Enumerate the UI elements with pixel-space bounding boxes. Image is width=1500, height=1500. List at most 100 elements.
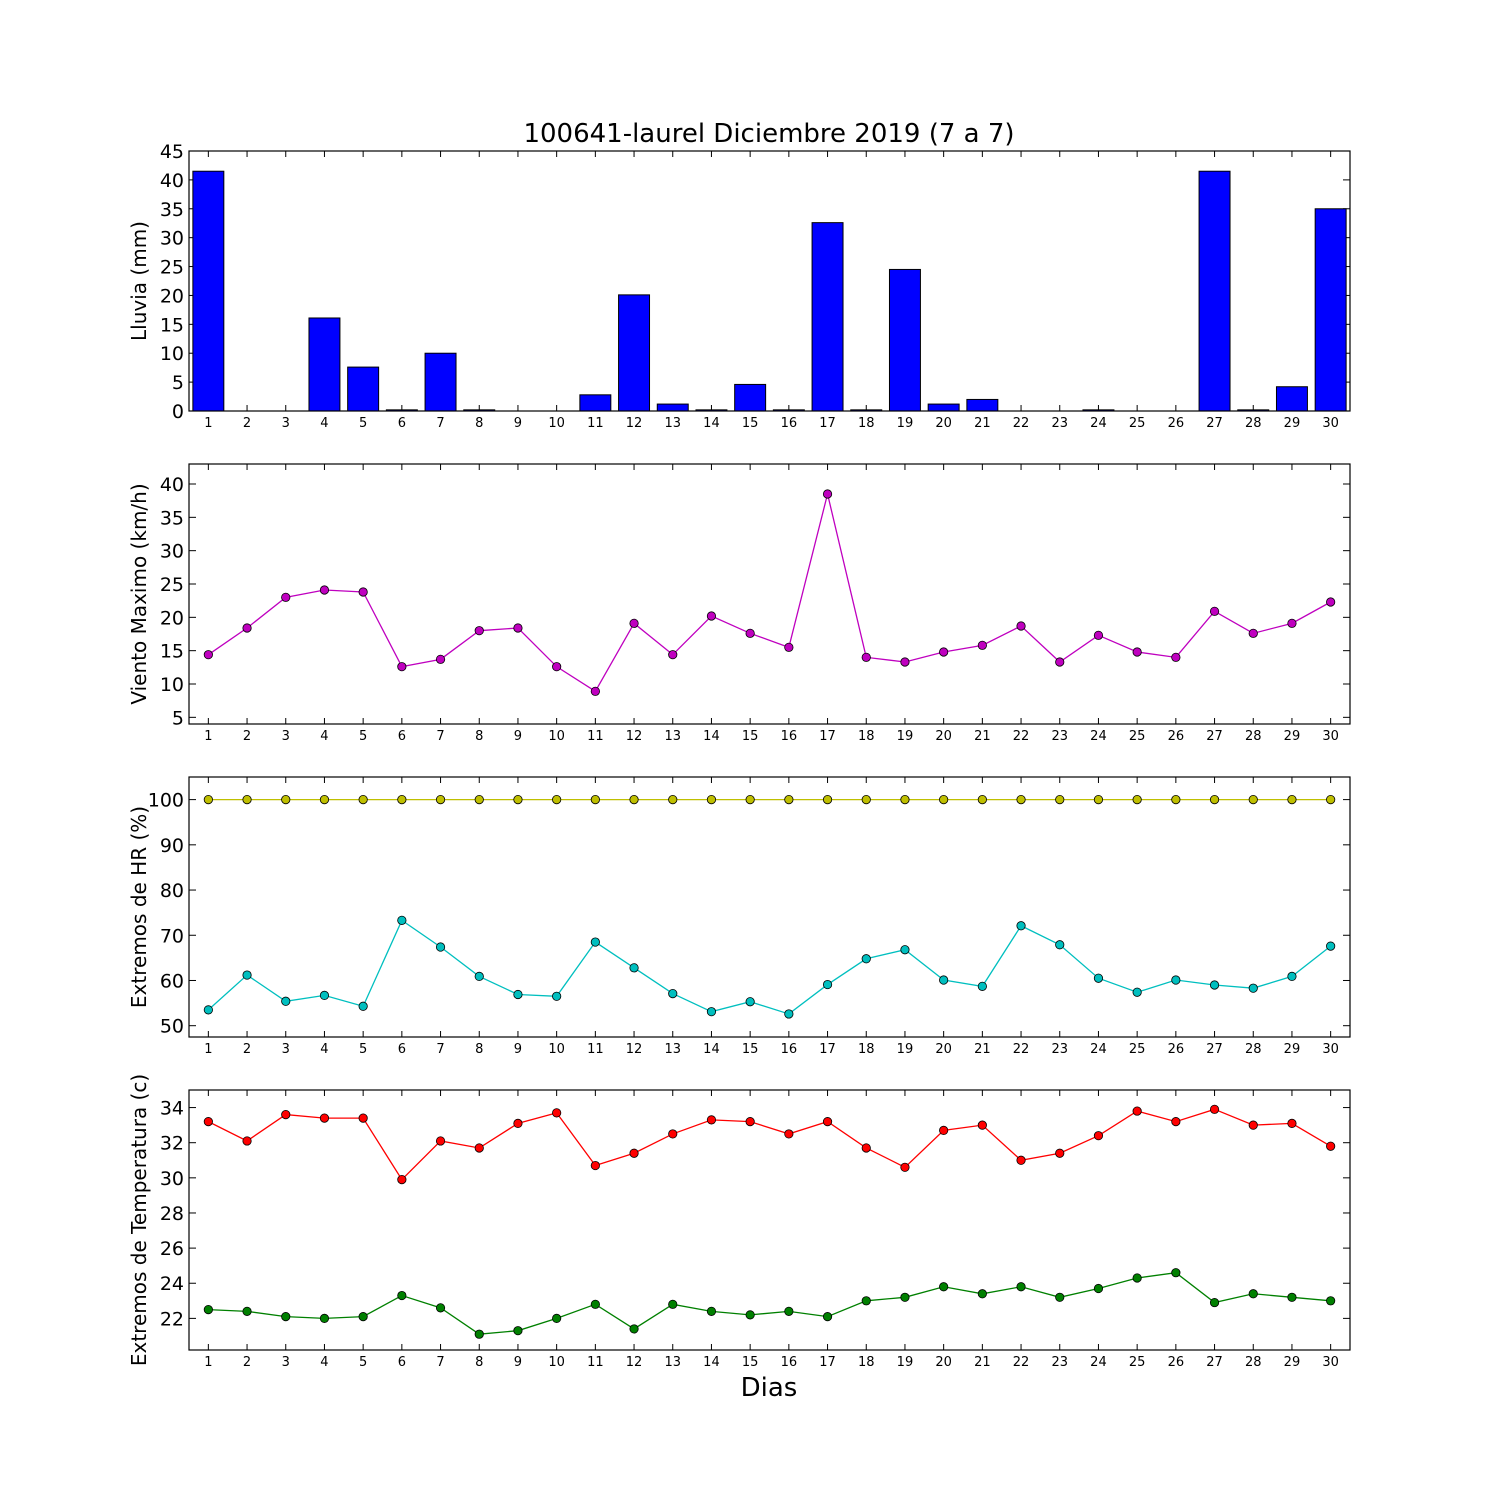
data-point <box>435 795 446 805</box>
x-tick-label: 15 <box>742 1042 759 1057</box>
data-point <box>900 1292 910 1302</box>
rain-bar <box>347 366 380 412</box>
data-point <box>397 662 407 672</box>
x-tick-label: 25 <box>1129 416 1146 431</box>
rain-bar <box>734 383 767 412</box>
x-tick-label: 9 <box>514 729 522 744</box>
data-point <box>552 662 562 672</box>
x-tick-label: 6 <box>398 416 406 431</box>
x-tick-label: 22 <box>1013 729 1030 744</box>
x-tick-label: 30 <box>1322 1042 1339 1057</box>
x-tick-label: 7 <box>436 1355 444 1370</box>
data-point <box>474 971 484 982</box>
x-tick-label: 29 <box>1284 1355 1301 1370</box>
data-point <box>474 626 484 636</box>
data-point <box>1287 618 1297 628</box>
data-point <box>1055 1148 1065 1158</box>
data-point <box>1326 1141 1336 1151</box>
data-point <box>1326 1296 1336 1306</box>
data-point <box>1055 940 1065 950</box>
y-tick-label: 40 <box>160 474 184 496</box>
y-tick-label: 30 <box>160 541 184 563</box>
data-point <box>939 647 949 657</box>
data-point <box>242 623 252 633</box>
data-point <box>822 1117 833 1127</box>
x-tick-label: 30 <box>1322 1355 1339 1370</box>
data-point <box>1132 987 1142 997</box>
data-point <box>706 1115 717 1125</box>
rain-bar <box>966 398 999 412</box>
data-point <box>745 1117 755 1127</box>
x-tick-label: 14 <box>703 1042 720 1057</box>
data-point <box>552 1313 562 1323</box>
x-tick-label: 29 <box>1284 1042 1301 1057</box>
y-tick-label: 26 <box>160 1238 184 1260</box>
data-point <box>822 489 833 499</box>
x-tick-label: 12 <box>626 416 643 431</box>
data-point <box>1326 941 1336 951</box>
x-tick-label: 1 <box>204 1355 212 1370</box>
data-point <box>1209 606 1220 616</box>
x-tick-label: 21 <box>974 416 991 431</box>
y-tick-label: 30 <box>160 228 184 250</box>
data-point <box>1016 921 1026 931</box>
data-point <box>1171 975 1181 985</box>
x-tick-label: 13 <box>664 729 681 744</box>
data-point <box>861 954 871 964</box>
rain-bar <box>1314 208 1347 412</box>
x-tick-label: 1 <box>204 729 212 744</box>
x-tick-label: 10 <box>548 1355 565 1370</box>
data-point <box>397 1290 407 1301</box>
data-point <box>1132 795 1142 805</box>
data-point <box>784 642 794 652</box>
data-point <box>281 996 291 1006</box>
x-tick-label: 1 <box>204 1042 212 1057</box>
x-tick-label: 21 <box>974 729 991 744</box>
x-tick-label: 6 <box>398 1042 406 1057</box>
x-tick-label: 23 <box>1051 1355 1068 1370</box>
rain-bar <box>192 170 225 412</box>
y-tick-label: 30 <box>160 1168 184 1190</box>
series-line <box>207 919 1332 1015</box>
y-axis-label: Lluvia (mm) <box>127 221 151 341</box>
data-point <box>1055 657 1065 667</box>
data-point <box>1209 1104 1220 1114</box>
x-tick-label: 21 <box>974 1042 991 1057</box>
data-point <box>1016 1155 1026 1165</box>
y-tick-label: 45 <box>160 141 184 163</box>
y-tick-label: 35 <box>160 199 184 221</box>
data-point <box>1093 630 1104 640</box>
x-tick-label: 16 <box>781 1355 798 1370</box>
data-point <box>1209 980 1220 990</box>
data-point <box>1248 795 1258 805</box>
data-point <box>629 963 639 973</box>
x-tick-label: 19 <box>897 1042 914 1057</box>
data-point <box>1016 1282 1026 1292</box>
x-tick-label: 11 <box>587 729 604 744</box>
data-point <box>242 1306 252 1316</box>
rain-bar <box>1198 170 1231 412</box>
data-point <box>1016 795 1026 805</box>
x-tick-label: 3 <box>282 1042 290 1057</box>
x-tick-label: 17 <box>819 729 836 744</box>
data-point <box>1055 795 1065 805</box>
x-tick-label: 25 <box>1129 1042 1146 1057</box>
data-point <box>861 1143 871 1153</box>
data-point <box>1171 1268 1181 1278</box>
x-tick-label: 4 <box>320 1355 328 1370</box>
y-tick-label: 32 <box>160 1133 184 1155</box>
x-tick-label: 5 <box>359 416 367 431</box>
data-point <box>1016 621 1026 631</box>
data-point <box>513 1118 523 1128</box>
data-point <box>784 1129 794 1139</box>
data-point <box>784 1009 794 1019</box>
data-point <box>435 1136 446 1146</box>
x-tick-label: 12 <box>626 1042 643 1057</box>
x-tick-label: 2 <box>243 1042 251 1057</box>
data-point <box>203 650 213 660</box>
x-tick-label: 20 <box>935 1042 952 1057</box>
x-tick-label: 30 <box>1322 416 1339 431</box>
